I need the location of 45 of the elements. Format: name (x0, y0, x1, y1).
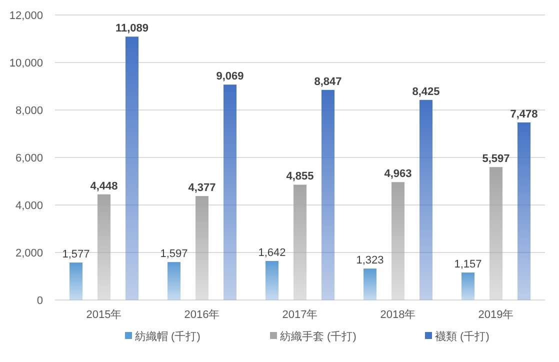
data-label: 1,597 (160, 248, 188, 260)
data-label: 4,855 (286, 170, 314, 183)
bar (98, 194, 110, 300)
data-label: 1,157 (454, 258, 482, 271)
data-label: 4,448 (90, 180, 118, 192)
data-label: 4,963 (384, 168, 412, 180)
y-tick-label: 6,000 (15, 152, 43, 164)
bar (294, 184, 306, 300)
data-label: 8,847 (314, 76, 342, 88)
legend-label: 紡織手套 (千打) (280, 330, 356, 343)
y-tick-label: 8,000 (15, 105, 43, 117)
x-tick-label: 2017年 (282, 309, 318, 321)
bar (420, 100, 432, 300)
bar (322, 90, 334, 300)
data-label: 5,597 (482, 153, 510, 166)
x-tick-label: 2015年 (86, 309, 122, 321)
legend-label: 紡織帽 (千打) (135, 330, 200, 343)
data-label: 1,577 (62, 248, 90, 261)
data-label: 1,323 (356, 254, 384, 267)
bar (224, 84, 236, 300)
bar (518, 122, 530, 300)
x-tick-label: 2019年 (478, 309, 514, 321)
legend-label: 襪類 (千打) (435, 330, 490, 343)
data-label: 7,478 (510, 108, 538, 120)
bar (70, 262, 82, 300)
data-label: 8,425 (412, 86, 440, 98)
bar (168, 262, 180, 300)
data-label: 9,069 (216, 70, 244, 83)
bar (196, 196, 208, 300)
y-tick-label: 12,000 (9, 10, 43, 22)
x-tick-label: 2016年 (184, 309, 220, 321)
data-label: 1,642 (258, 247, 286, 260)
bar (266, 261, 278, 300)
data-label: 4,377 (188, 182, 216, 194)
y-tick-label: 4,000 (15, 200, 43, 212)
x-tick-label: 2018年 (380, 309, 416, 321)
bar (126, 36, 138, 300)
bar (462, 272, 474, 300)
data-label: 11,089 (115, 22, 149, 35)
y-tick-label: 10,000 (9, 58, 43, 70)
bar (392, 182, 404, 300)
y-tick-label: 0 (36, 295, 43, 307)
bar (490, 167, 502, 300)
bar (364, 268, 376, 300)
y-tick-label: 2,000 (15, 248, 43, 260)
